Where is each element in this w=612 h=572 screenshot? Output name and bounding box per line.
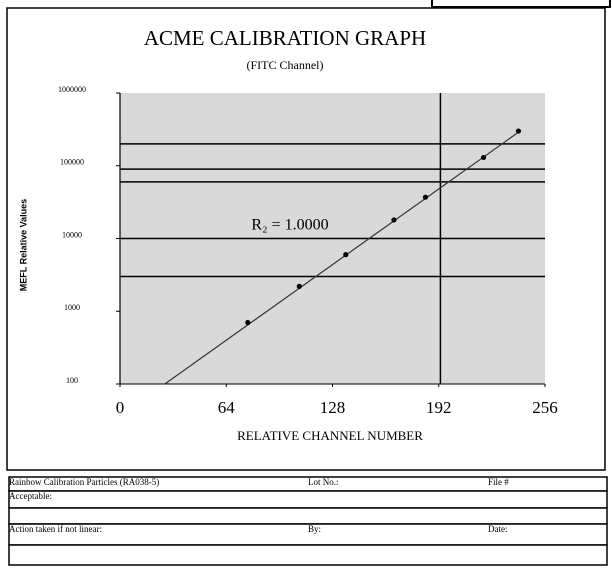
- data-point: [480, 154, 487, 161]
- x-tick-label: 192: [426, 398, 452, 417]
- form-label: Rainbow Calibration Particles (RA038-5): [9, 477, 159, 487]
- data-point: [422, 194, 429, 200]
- header-box: [431, 0, 611, 8]
- form-row: [8, 507, 608, 525]
- y-tick-label: 10000: [62, 230, 82, 239]
- data-point: [296, 283, 302, 289]
- form-label: File #: [488, 477, 509, 487]
- form-label: Acceptable:: [9, 491, 52, 501]
- form-label: Action taken if not linear:: [9, 524, 102, 534]
- trend-line: [164, 130, 521, 385]
- data-point: [245, 319, 251, 326]
- chart-title: ACME CALIBRATION GRAPH: [144, 26, 426, 50]
- x-tick-label: 0: [116, 398, 125, 417]
- x-axis-label: RELATIVE CHANNEL NUMBER: [237, 428, 423, 443]
- chart-subtitle: (FITC Channel): [247, 58, 324, 72]
- data-point: [515, 128, 522, 134]
- x-tick-label: 256: [532, 398, 558, 417]
- form-row: [8, 544, 608, 566]
- form-row: [8, 490, 608, 509]
- y-tick-label: 1000000: [58, 85, 86, 94]
- x-tick-label: 128: [320, 398, 346, 417]
- y-tick-label: 100000: [60, 158, 84, 167]
- y-tick-label: 1000: [64, 303, 80, 312]
- y-tick-label: 100: [66, 376, 78, 385]
- form-label: Lot No.:: [308, 477, 339, 487]
- data-point: [343, 252, 349, 258]
- annotation: R₂ = 1.0000: [251, 217, 328, 234]
- x-tick-label: 64: [218, 398, 236, 417]
- data-point: [391, 217, 397, 223]
- form: Rainbow Calibration Particles (RA038-5) L…: [8, 476, 608, 566]
- form-label: By:: [308, 524, 321, 534]
- y-axis-label: MEFL Relative Values: [18, 199, 28, 291]
- form-label: Date:: [488, 524, 508, 534]
